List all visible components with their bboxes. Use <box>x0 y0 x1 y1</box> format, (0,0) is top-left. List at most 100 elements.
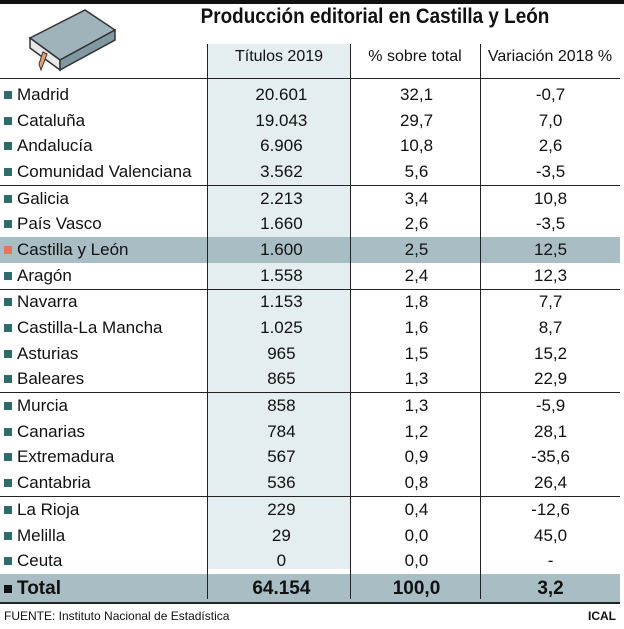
bullet-icon <box>4 453 12 462</box>
cell-text: 5,6 <box>404 161 429 181</box>
bullet-icon <box>4 271 12 280</box>
footer-rule <box>0 602 620 604</box>
cell-text: 2,4 <box>404 265 429 285</box>
variation-cell: 2,6 <box>481 133 620 159</box>
cell-text: 7,7 <box>538 292 563 312</box>
table-row: Galicia 2.213 3,4 10,8 <box>0 184 620 212</box>
cell-text: 2,6 <box>538 136 563 156</box>
cell-text: 19.043 <box>255 110 308 130</box>
titles-cell: 6.906 <box>211 133 352 159</box>
region-cell: Castilla-La Mancha <box>0 315 211 341</box>
table-row: Cataluña 19.043 29,7 7,0 <box>0 108 620 134</box>
region-cell: Asturias <box>0 341 211 367</box>
cell-text: Andalucía <box>17 136 93 156</box>
bullet-icon <box>4 245 12 254</box>
table-row: Madrid 20.601 32,1 -0,7 <box>0 82 620 108</box>
cell-text: 1.558 <box>260 265 303 285</box>
titles-cell: 1.153 <box>210 288 352 316</box>
variation-cell: 8,7 <box>481 315 620 341</box>
variation-cell: -35,6 <box>481 445 620 471</box>
region-cell: Murcia <box>0 392 211 419</box>
cell-text: Canarias <box>17 421 86 441</box>
bullet-icon <box>4 531 12 540</box>
cell-text: 0,4 <box>404 499 429 519</box>
region-cell: Canarias <box>0 419 211 445</box>
cell-text: 0,8 <box>404 473 429 493</box>
cell-text: 64.154 <box>252 578 311 600</box>
table-row: Murcia 858 1,3 -5,9 <box>0 392 620 419</box>
share-cell: 0,0 <box>352 523 481 549</box>
cell-text: 3,4 <box>404 188 429 208</box>
cell-text: Murcia <box>17 396 69 416</box>
region-cell: Castilla y León <box>0 237 211 263</box>
cell-text: 1.153 <box>260 292 303 312</box>
cell-text: 2,6 <box>404 214 429 234</box>
region-cell: Extremadura <box>0 445 211 471</box>
cell-text: 1.660 <box>260 214 303 234</box>
share-cell: 1,3 <box>351 392 482 419</box>
page-title: Producción editorial en Castilla y León <box>200 5 550 28</box>
cell-text: 1,3 <box>404 396 429 416</box>
bullet-icon <box>4 427 12 436</box>
region-cell: Comunidad Valenciana <box>0 159 211 185</box>
titles-cell: 1.660 <box>211 211 352 237</box>
region-cell: Cantabria <box>0 470 211 496</box>
cell-text: 6.906 <box>260 136 303 156</box>
cell-text: Castilla y León <box>17 239 129 259</box>
titles-cell: 784 <box>211 419 352 445</box>
column-divider <box>480 44 481 599</box>
cell-text: -3,5 <box>535 161 566 181</box>
region-cell: Navarra <box>0 288 211 316</box>
cell-text: -12,6 <box>531 499 570 519</box>
cell-text: 0,0 <box>404 551 429 571</box>
titles-cell: 1.558 <box>211 263 352 289</box>
cell-text: 8,7 <box>538 318 563 338</box>
share-cell: 3,4 <box>351 184 482 212</box>
titles-cell: 865 <box>211 367 352 393</box>
table-row: La Rioja 229 0,4 -12,6 <box>0 495 620 523</box>
cell-text: 29,7 <box>399 110 434 130</box>
cell-text: 865 <box>267 369 296 389</box>
titles-cell: 29 <box>211 523 352 549</box>
bullet-icon <box>4 402 12 411</box>
cell-text: 1.600 <box>260 239 303 259</box>
column-divider <box>207 44 208 599</box>
cell-text: 12,5 <box>533 239 568 259</box>
source-note: FUENTE: Instituto Nacional de Estadístic… <box>4 609 230 623</box>
table-row: Asturias 965 1,5 15,2 <box>0 341 620 367</box>
cell-text: 20.601 <box>255 84 308 104</box>
variation-cell: 7,7 <box>481 288 620 316</box>
cell-text: 32,1 <box>399 84 434 104</box>
titles-cell: 567 <box>211 445 352 471</box>
cell-text: 28,1 <box>533 421 568 441</box>
cell-text: - <box>547 551 554 571</box>
cell-text: 229 <box>267 499 296 519</box>
region-cell: Total <box>0 574 211 605</box>
variation-cell: 7,0 <box>481 108 620 134</box>
cell-text: 1,3 <box>404 369 429 389</box>
cell-text: Aragón <box>17 265 72 285</box>
total-row: Total 64.154 100,0 3,2 <box>0 574 620 605</box>
cell-text: -0,7 <box>535 84 566 104</box>
top-rule <box>0 0 624 4</box>
share-cell: 1,8 <box>351 288 482 316</box>
cell-text: Total <box>17 578 61 600</box>
book-icon <box>28 9 117 72</box>
share-cell: 1,6 <box>352 315 481 341</box>
cell-text: 100,0 <box>392 578 441 600</box>
bullet-icon <box>4 167 12 176</box>
bullet-icon <box>4 142 12 151</box>
column-divider <box>350 44 351 599</box>
cell-text: Ceuta <box>17 551 63 571</box>
cell-text: 10,8 <box>533 188 568 208</box>
region-cell: Cataluña <box>0 108 211 134</box>
variation-cell: 26,4 <box>481 470 620 496</box>
bullet-icon <box>4 220 12 229</box>
table-row: Canarias 784 1,2 28,1 <box>0 419 620 445</box>
bullet-icon <box>4 349 12 358</box>
cell-text: 45,0 <box>533 525 568 545</box>
variation-cell: - <box>481 548 620 574</box>
cell-text: Madrid <box>17 84 69 104</box>
cell-text: -5,9 <box>535 396 566 416</box>
cell-text: Asturias <box>17 343 79 363</box>
